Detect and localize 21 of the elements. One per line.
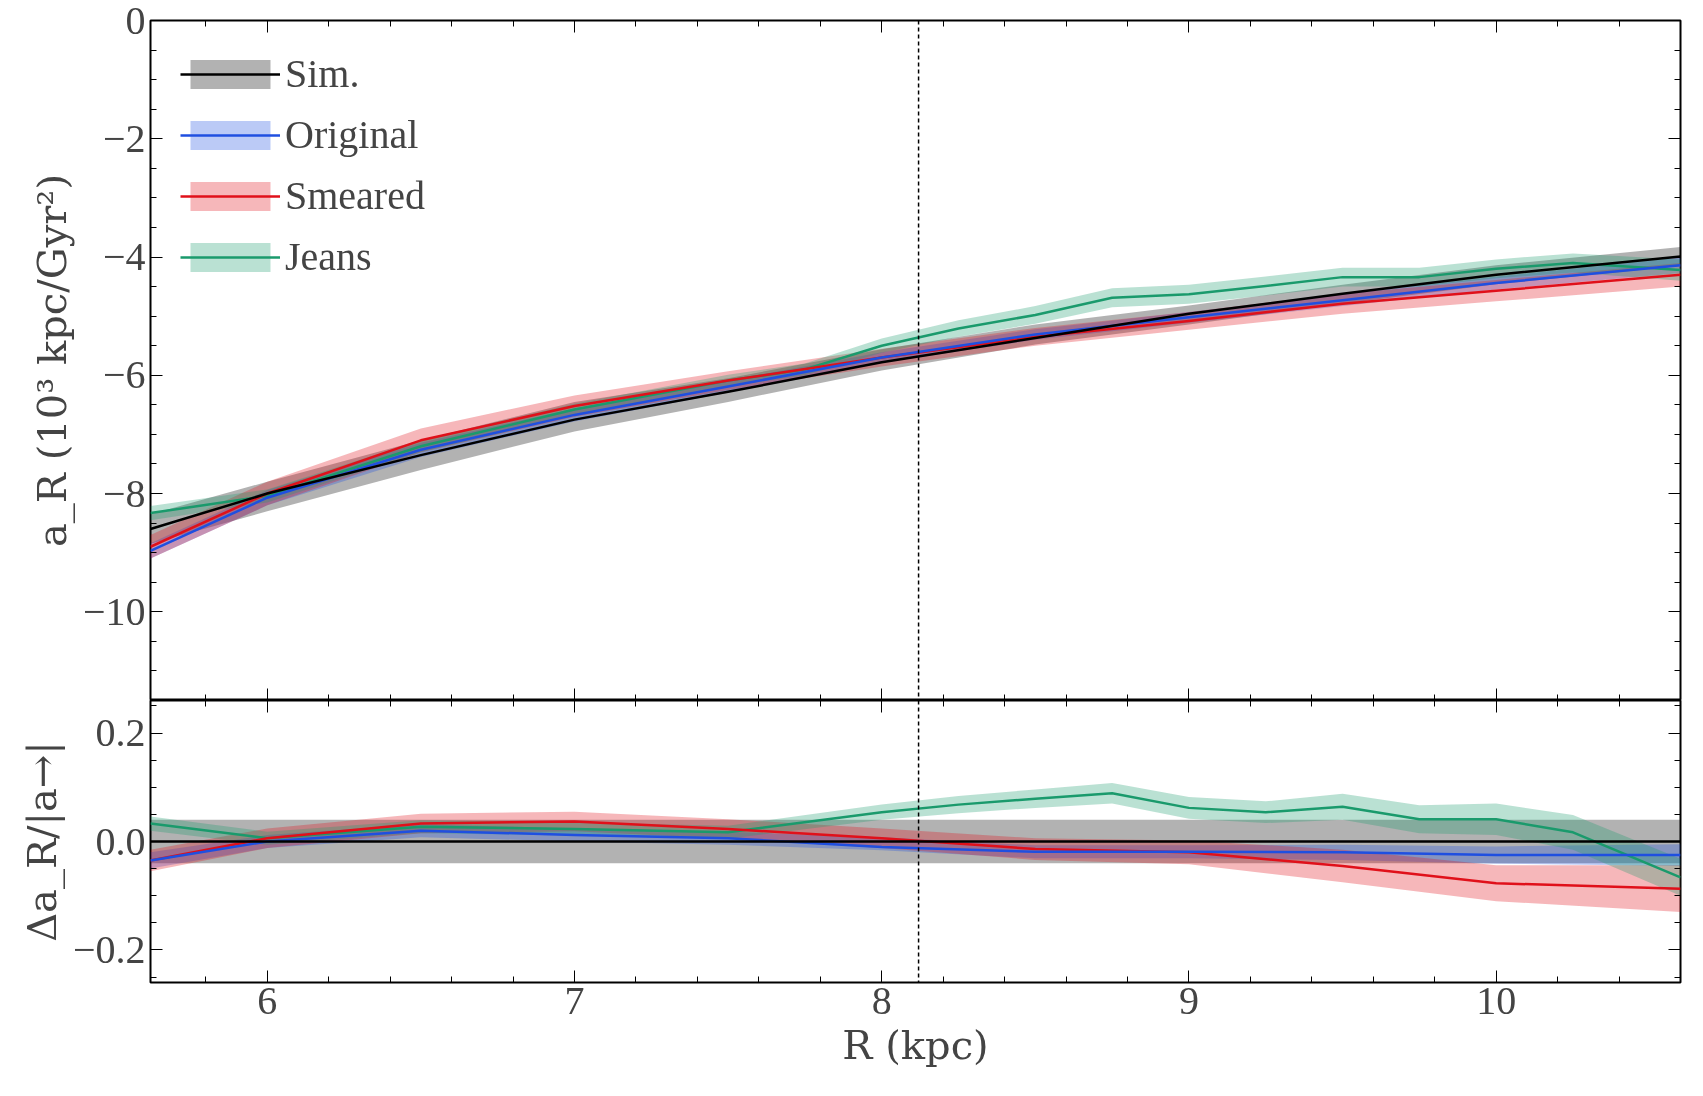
legend-label: Jeans <box>285 233 372 280</box>
y-tick-label: 0.2 <box>95 710 146 756</box>
legend-label: Sim. <box>285 50 360 97</box>
y-tick-label: −4 <box>102 234 146 280</box>
y-tick-label: −0.2 <box>72 926 146 972</box>
y-axis-title: a_R (10³ kpc/Gyr²) <box>28 174 75 547</box>
x-axis-title: R (kpc) <box>842 1021 989 1068</box>
x-tick-label: 8 <box>871 977 892 1023</box>
y-tick-label: 0 <box>125 0 146 43</box>
y-tick-label: 0.0 <box>95 818 146 864</box>
y-tick-label: −10 <box>82 588 146 634</box>
legend-label: Original <box>285 111 419 158</box>
y-tick-label: −8 <box>102 470 146 516</box>
x-tick-label: 6 <box>257 977 278 1023</box>
y-tick-label: −6 <box>102 352 146 398</box>
y-axis-title: Δa_R/|a→| <box>18 741 65 942</box>
legend-label: Smeared <box>285 172 425 219</box>
x-tick-label: 7 <box>564 977 585 1023</box>
y-tick-label: −2 <box>102 115 146 161</box>
x-tick-label: 9 <box>1178 977 1199 1023</box>
x-tick-label: 10 <box>1476 977 1517 1023</box>
